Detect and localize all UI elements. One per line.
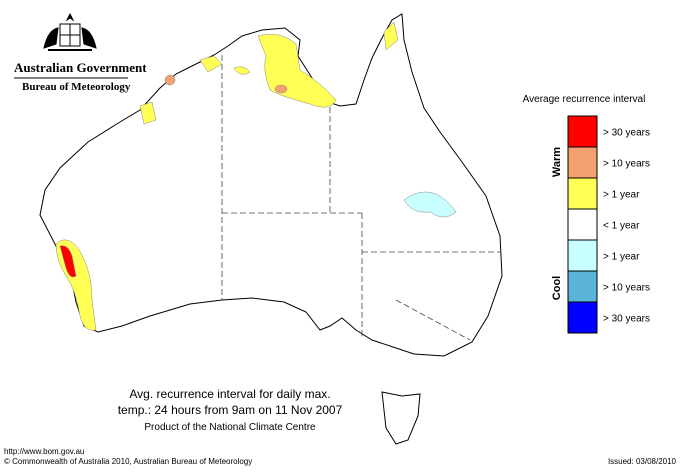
state-border xyxy=(221,55,500,341)
bureau-name: Bureau of Meteorology xyxy=(22,81,131,93)
legend-label: > 10 years xyxy=(603,159,650,170)
legend-swatch xyxy=(567,146,598,179)
legend-swatch xyxy=(567,270,598,303)
mainland xyxy=(39,13,503,357)
footer-url[interactable]: http://www.bom.gov.au xyxy=(4,447,84,456)
crest xyxy=(43,12,97,51)
legend-group-label: Warm xyxy=(551,147,563,177)
warm-area xyxy=(383,21,399,51)
footer-issued: Issued: 03/08/2010 xyxy=(608,457,677,466)
warm-area xyxy=(59,245,77,278)
tasmania xyxy=(381,391,421,445)
caption-line: Product of the National Climate Centre xyxy=(144,422,316,433)
legend-swatch xyxy=(567,115,598,148)
legend-label: > 1 year xyxy=(603,190,640,201)
warm-area xyxy=(139,55,251,125)
legend-label: < 1 year xyxy=(603,221,640,232)
cool-area xyxy=(403,191,457,218)
legend-label: > 10 years xyxy=(603,283,650,294)
legend-swatch xyxy=(567,177,598,210)
legend-label: > 30 years xyxy=(603,314,650,325)
legend-title: Average recurrence interval xyxy=(523,94,646,105)
legend-swatch xyxy=(567,239,598,272)
legend-label: > 30 years xyxy=(603,128,650,139)
legend: > 30 years > 10 years > 1 year < 1 year > 1 … xyxy=(567,115,650,334)
legend-swatch xyxy=(567,301,598,334)
warm-area xyxy=(274,84,288,94)
footer-copyright: © Commonwealth of Australia 2010, Austra… xyxy=(4,457,252,466)
warm-area xyxy=(164,74,176,86)
caption-line: Avg. recurrence interval for daily max. xyxy=(129,387,330,401)
legend-group-label: Cool xyxy=(551,276,563,300)
map xyxy=(39,13,503,445)
caption-line: temp.: 24 hours from 9am on 11 Nov 2007 xyxy=(118,403,343,417)
legend-label: > 1 year xyxy=(603,252,640,263)
legend-swatch xyxy=(567,208,598,241)
gov-title: Australian Government xyxy=(14,60,147,75)
